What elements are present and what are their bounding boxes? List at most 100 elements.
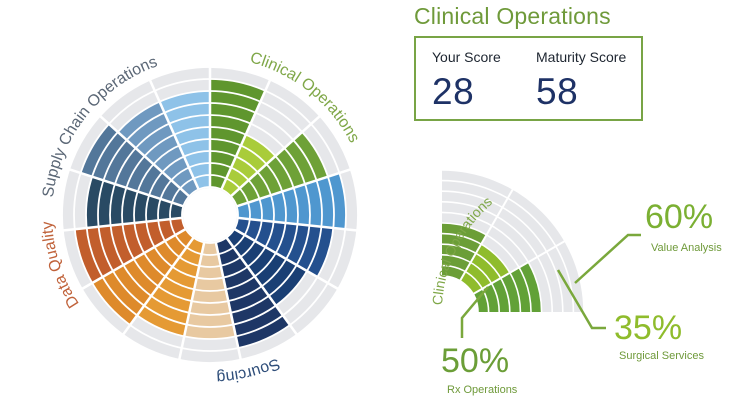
your-score: Your Score 28 (432, 49, 501, 113)
radial-chart-bars (61, 66, 359, 364)
sector-data-quality-9 (92, 229, 194, 326)
bar-segment (191, 289, 229, 303)
bar-segment (248, 172, 271, 199)
leader-line-surgical-services (556, 269, 606, 330)
sector-separator (68, 168, 184, 208)
bar-segment (158, 198, 172, 221)
bar-segment (102, 271, 145, 316)
bar-segment (162, 156, 189, 181)
bar-segment (233, 305, 283, 337)
detail-leader-lines (460, 233, 641, 338)
detail-bar-segment (500, 272, 521, 312)
bar-segment (86, 176, 104, 228)
data-label-rx-operations: 50% (441, 342, 509, 380)
bar-segment (316, 176, 334, 228)
leader-line-rx-operations (460, 286, 489, 338)
bar-segment (164, 103, 210, 124)
bar-segment (151, 286, 192, 313)
bar-segment (86, 226, 114, 277)
bar-segment (296, 225, 322, 271)
sector-separator (121, 236, 195, 336)
bar-segment (255, 220, 274, 247)
bar-segment (133, 253, 166, 287)
bar-segment (196, 265, 224, 279)
bar-segment (184, 324, 236, 340)
bar-segment (159, 91, 210, 113)
bar-segment (236, 145, 267, 173)
detail-ring-separator (441, 179, 575, 313)
bar-segment (275, 148, 306, 188)
detail-bar-segment (491, 278, 510, 312)
sector-data-quality-10 (74, 217, 186, 283)
bar-segment (92, 277, 138, 326)
bar-segment (254, 253, 287, 287)
bar-segment (179, 139, 210, 157)
bar-segment (275, 222, 298, 259)
detail-bar-segment (519, 262, 542, 312)
detail-sector-surgical-services (460, 244, 510, 294)
bar-segment (248, 198, 263, 221)
sector-separator (229, 115, 321, 198)
bar-segment (122, 222, 145, 259)
sector-separator (237, 216, 358, 232)
bar-segment (149, 172, 172, 199)
bar-segment (257, 164, 283, 196)
sector-sourcing-5 (226, 229, 307, 306)
bar-segment (286, 224, 310, 265)
score-box: Your Score 28 Maturity Score 58 (414, 36, 643, 121)
bar-segment (146, 195, 161, 222)
detail-ring-separator (441, 254, 500, 313)
bar-segment (293, 184, 310, 226)
bar-segment (123, 259, 159, 296)
detail-bar-segment (460, 271, 483, 294)
bar-segment (261, 259, 297, 296)
sector-separator (214, 242, 242, 361)
detail-bar-segment (442, 244, 476, 263)
bar-segment (144, 134, 180, 165)
bar-segment (240, 134, 276, 165)
bar-segment (210, 91, 261, 113)
bar-segment (126, 112, 170, 149)
bar-segment (153, 145, 184, 173)
bar-segment (218, 247, 241, 266)
bar-segment (265, 221, 286, 253)
maturity-score-value: 58 (536, 71, 579, 112)
sector-separator (81, 227, 187, 291)
bar-segment (154, 241, 180, 267)
your-score-value: 28 (432, 71, 475, 112)
bar-segment (172, 257, 200, 278)
detail-ring-separator (441, 211, 543, 313)
bar-segment (165, 266, 197, 290)
bar-segment (228, 286, 269, 313)
detail-ring-separator (441, 190, 564, 313)
sector-separator (220, 79, 272, 190)
bar-segment (233, 235, 256, 258)
bar-segment (171, 167, 194, 189)
bar-segment (137, 164, 163, 196)
bar-segment (194, 277, 226, 292)
detail-sector-separator (459, 188, 514, 282)
detail-ring-separator (441, 275, 479, 313)
detail-bar-segment (470, 253, 501, 284)
bar-segment (210, 79, 266, 102)
bar-segment (126, 156, 154, 192)
bar-segment (306, 226, 334, 277)
bar-segment (223, 266, 255, 290)
bar-segment (239, 180, 260, 203)
bar-segment (92, 132, 127, 181)
detail-sector-separator (472, 240, 566, 295)
bar-segment (210, 103, 256, 124)
sector-clinical-operations-2 (230, 132, 328, 207)
bar-segment (110, 224, 134, 265)
bar-segment (220, 257, 248, 278)
bar-segment (97, 180, 115, 227)
bar-segment (164, 235, 187, 258)
detail-chart-bars (441, 169, 585, 313)
detail-ring-separator (441, 264, 490, 313)
bar-segment (80, 123, 118, 177)
bar-segment (225, 276, 262, 302)
bar-segment (201, 242, 219, 255)
sector-separator (225, 236, 299, 336)
bar-segment (305, 180, 322, 227)
